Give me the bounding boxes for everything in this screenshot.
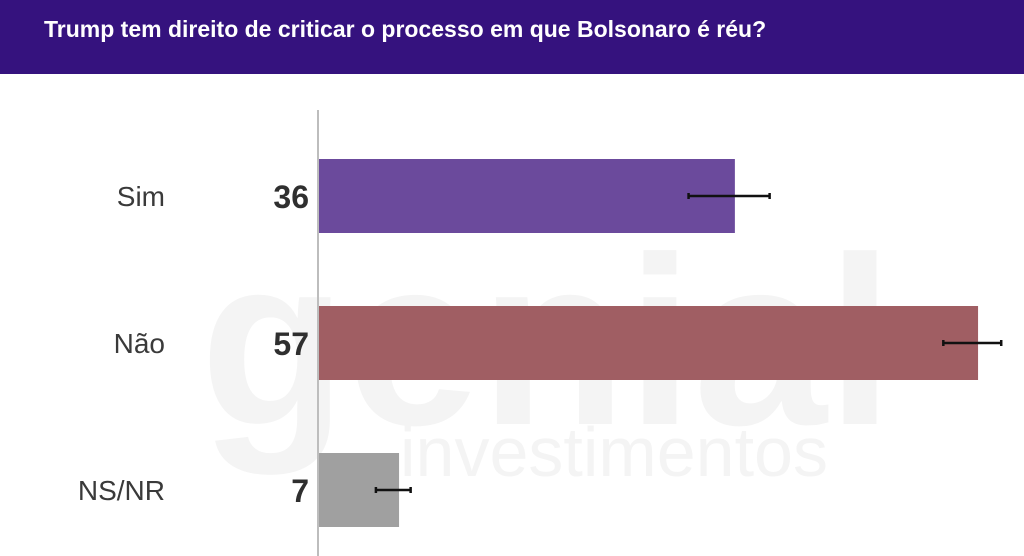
category-label-2: NS/NR	[78, 475, 165, 506]
category-label-1: Não	[114, 328, 165, 359]
bar-0	[318, 159, 735, 233]
value-label-2: 7	[291, 473, 309, 509]
bar-1	[318, 306, 979, 380]
header-bar: Trump tem direito de criticar o processo…	[0, 0, 1024, 74]
watermark-sub: investimentos	[400, 413, 828, 491]
chart-title: Trump tem direito de criticar o processo…	[44, 16, 767, 42]
value-label-0: 36	[273, 179, 309, 215]
value-label-1: 57	[273, 326, 309, 362]
category-label-0: Sim	[117, 181, 165, 212]
